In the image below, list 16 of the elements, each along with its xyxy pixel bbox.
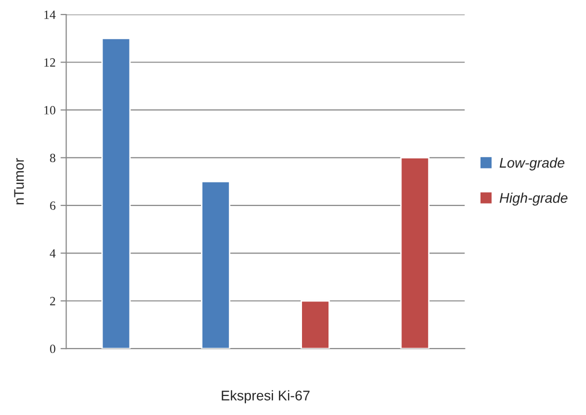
y-tick-label: 6	[50, 201, 56, 210]
x-axis-title: Ekspresi Ki-67	[222, 390, 310, 404]
legend-label: Low-grade	[500, 158, 564, 170]
y-tick-label: 8	[50, 154, 56, 162]
legend-label: High-grade	[500, 192, 568, 206]
y-tick-label: 4	[50, 249, 56, 258]
bar	[300, 300, 330, 349]
bar	[400, 157, 430, 349]
y-tick-label: 0	[50, 344, 56, 354]
y-tick-label: 14	[44, 10, 56, 19]
y-tick-label: 10	[44, 106, 56, 114]
y-axis-title: nTumor	[14, 158, 24, 204]
y-tick-label: 12	[44, 58, 56, 67]
bar	[101, 38, 131, 349]
bar	[201, 180, 230, 349]
y-tick-label: 2	[50, 296, 56, 306]
